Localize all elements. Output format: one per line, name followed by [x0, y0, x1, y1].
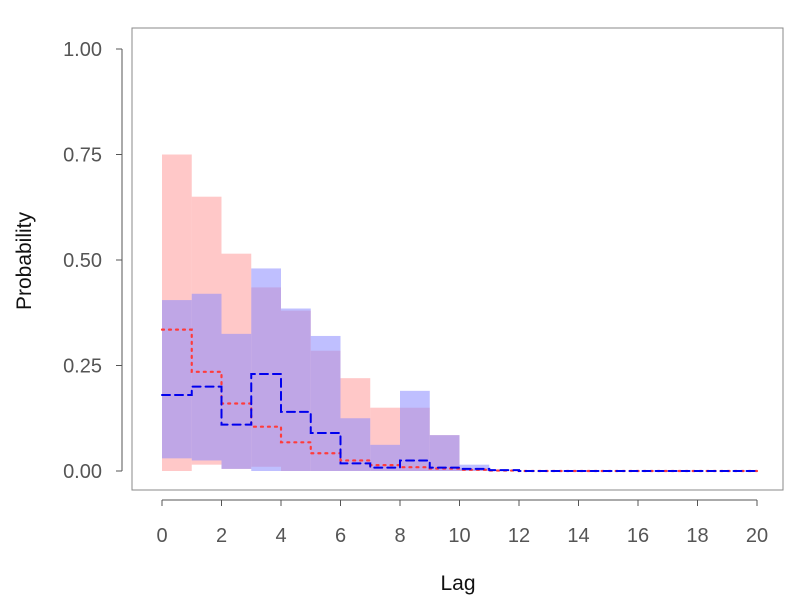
x-tick-label: 2 — [216, 525, 227, 547]
y-tick-label: 0.50 — [63, 250, 102, 272]
y-axis-title: Probability — [13, 211, 36, 310]
band-segment — [400, 390, 430, 471]
plot-frame — [131, 27, 784, 491]
y-tick-label: 1.00 — [63, 39, 102, 61]
x-tick-label: 0 — [156, 525, 167, 547]
band-segment — [459, 464, 490, 471]
y-tick-label: 0.00 — [63, 461, 102, 483]
x-axis-title: Lag — [440, 572, 475, 595]
y-tick-label: 0.25 — [63, 356, 102, 378]
y-tick-label: 0.75 — [63, 145, 102, 167]
series-2-band — [162, 268, 490, 471]
x-tick-label: 4 — [275, 525, 286, 547]
band-segment — [340, 418, 371, 471]
band-segment — [162, 300, 192, 459]
y-axis: 0.00 0.25 0.50 0.75 1.00 — [63, 39, 123, 483]
x-axis: 0 2 4 6 8 10 12 14 16 18 20 — [156, 499, 768, 547]
band-segment — [281, 308, 311, 471]
x-tick-label: 16 — [627, 525, 649, 547]
x-tick-label: 12 — [508, 525, 530, 547]
confidence-bands — [162, 154, 490, 471]
band-segment — [221, 333, 252, 469]
series-lines — [160, 328, 759, 473]
band-segment — [310, 335, 341, 471]
x-tick-label: 18 — [686, 525, 708, 547]
x-tick-label: 6 — [335, 525, 346, 547]
band-segment — [191, 293, 222, 461]
x-tick-label: 20 — [746, 525, 768, 547]
x-tick-label: 14 — [567, 525, 589, 547]
x-tick-label: 10 — [448, 525, 470, 547]
band-segment — [429, 435, 460, 471]
x-tick-label: 8 — [394, 525, 405, 547]
band-segment — [251, 268, 281, 471]
series-2-line — [161, 372, 758, 472]
